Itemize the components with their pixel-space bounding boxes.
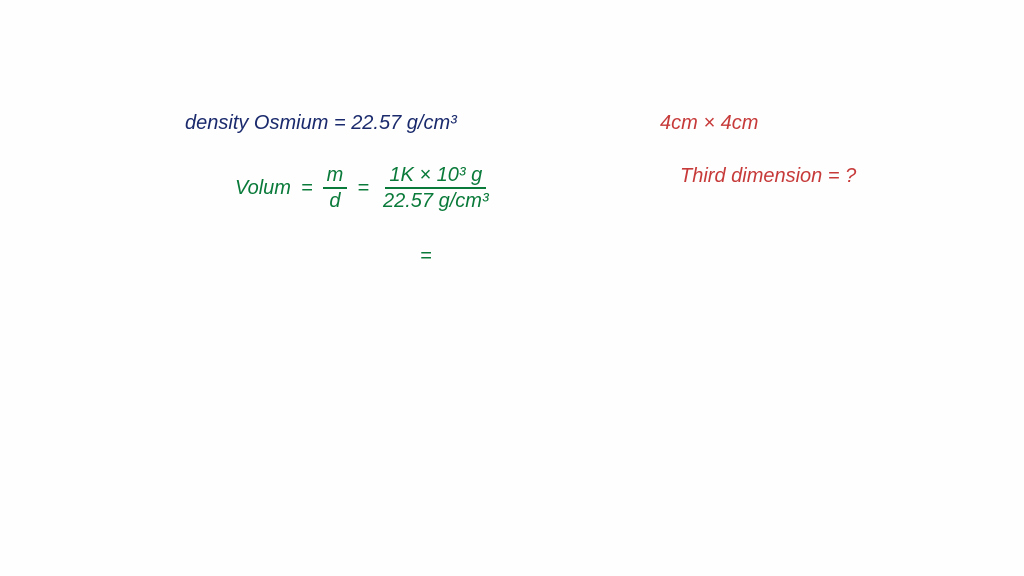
third-dimension-text: Third dimension = ? — [680, 165, 856, 187]
equals-alone: = — [420, 245, 432, 268]
fraction1-denominator: d — [325, 189, 344, 211]
fraction-mass-over-density: 1K × 10³ g 22.57 g/cm³ — [379, 165, 493, 211]
fraction-m-over-d: m d — [323, 165, 348, 211]
volume-equals-1: = — [301, 177, 313, 200]
equals-symbol: = — [420, 245, 432, 267]
density-line: density Osmium = 22.57 g/cm³ — [185, 112, 457, 135]
volume-line: Volum = m d = 1K × 10³ g 22.57 g/cm³ — [235, 165, 493, 211]
third-dimension-line: Third dimension = ? — [680, 165, 856, 188]
density-value: 22.57 g/cm³ — [351, 112, 457, 134]
density-label: density Osmium — [185, 112, 328, 134]
dimensions-text: 4cm × 4cm — [660, 112, 758, 134]
fraction2-denominator: 22.57 g/cm³ — [379, 189, 493, 211]
volume-equals-2: = — [357, 177, 369, 200]
fraction1-numerator: m — [323, 165, 348, 189]
volume-label: Volum — [235, 177, 291, 200]
fraction2-numerator: 1K × 10³ g — [385, 165, 486, 189]
density-equals: = — [334, 112, 346, 134]
dimensions-line: 4cm × 4cm — [660, 112, 758, 135]
